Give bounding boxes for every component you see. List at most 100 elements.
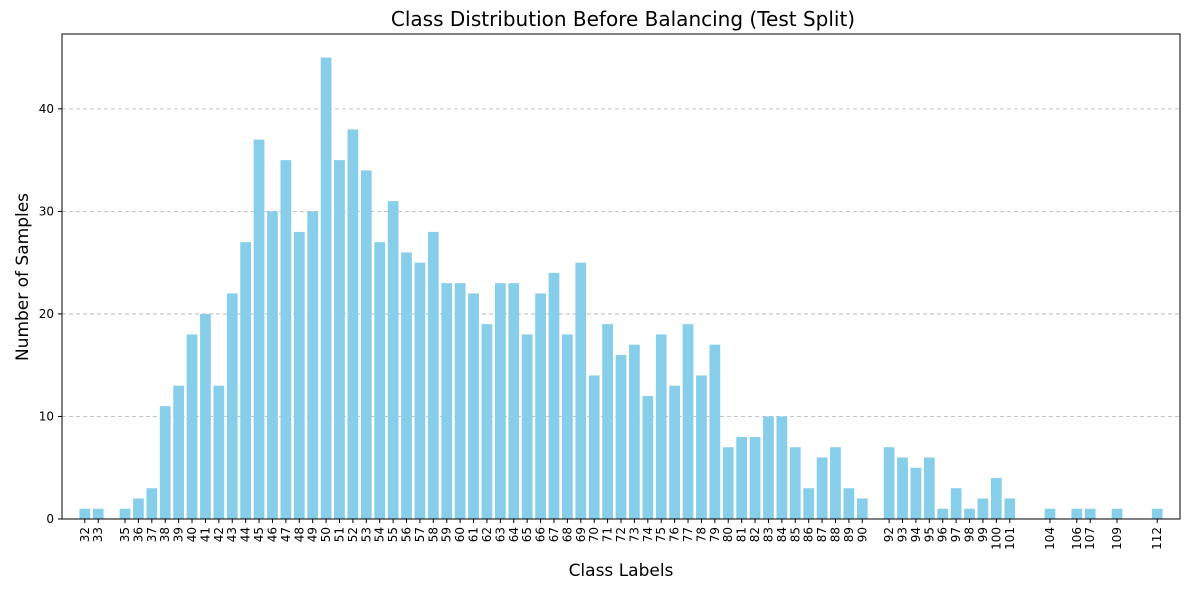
bar-40 <box>186 334 198 519</box>
bar-112 <box>1151 508 1163 519</box>
bar-93 <box>897 457 908 519</box>
bar-96 <box>937 508 949 519</box>
x-tick-label: 64 <box>507 527 521 542</box>
x-tick-label: 52 <box>346 527 360 542</box>
y-gridlines <box>62 108 1180 417</box>
x-tick-label: 43 <box>225 527 239 542</box>
x-tick-label: 35 <box>118 527 132 542</box>
x-tick-label: 36 <box>131 527 145 542</box>
bar-33 <box>92 508 104 519</box>
x-tick-label: 98 <box>963 527 977 542</box>
bar-66 <box>535 293 546 519</box>
bar-97 <box>950 488 962 519</box>
bar-85 <box>789 447 801 519</box>
bar-69 <box>575 262 587 519</box>
x-tick-label: 60 <box>453 527 467 542</box>
bar-71 <box>602 324 613 519</box>
x-tick-label: 84 <box>775 527 789 542</box>
x-tick-label: 79 <box>708 527 722 542</box>
x-tick-label: 61 <box>467 527 481 542</box>
bar-62 <box>481 324 493 519</box>
bar-76 <box>669 385 680 519</box>
bar-65 <box>521 334 533 519</box>
bar-73 <box>629 344 640 519</box>
bar-56 <box>401 252 412 519</box>
bar-83 <box>763 416 774 519</box>
x-tick-label: 68 <box>560 527 574 542</box>
x-tick-label: 51 <box>332 527 346 542</box>
x-tick-label: 70 <box>587 527 601 542</box>
x-tick-label: 48 <box>292 527 306 542</box>
x-tick-label: 89 <box>842 527 856 542</box>
x-tick-label: 104 <box>1043 527 1057 550</box>
bar-42 <box>213 385 225 519</box>
bar-99 <box>977 498 989 519</box>
x-tick-label: 59 <box>440 527 454 542</box>
x-tick-label: 87 <box>815 527 829 542</box>
y-tick-label: 0 <box>46 512 54 526</box>
bar-54 <box>374 242 386 520</box>
x-tick-label: 44 <box>239 527 253 542</box>
x-tick-label: 101 <box>1003 527 1017 550</box>
x-tick-label: 57 <box>413 527 427 542</box>
bar-48 <box>293 231 305 519</box>
bar-74 <box>642 395 654 519</box>
bar-104 <box>1044 508 1056 519</box>
x-tick-label: 55 <box>386 527 400 542</box>
x-tick-label: 71 <box>601 527 615 542</box>
bar-53 <box>360 170 372 519</box>
bar-37 <box>146 488 158 519</box>
bar-90 <box>856 498 868 519</box>
bar-81 <box>736 436 748 519</box>
x-tick-label: 56 <box>400 527 414 542</box>
bar-89 <box>843 488 855 519</box>
x-tick-label: 47 <box>279 527 293 542</box>
x-tick-label: 58 <box>426 527 440 542</box>
x-tick-label: 109 <box>1110 527 1124 550</box>
bar-67 <box>548 272 560 519</box>
bar-82 <box>749 436 761 519</box>
x-tick-label: 37 <box>145 527 159 542</box>
x-tick-label: 106 <box>1070 527 1084 550</box>
x-tick-label: 95 <box>922 527 936 542</box>
x-tick-label: 80 <box>721 527 735 542</box>
bar-107 <box>1084 508 1096 519</box>
bar-35 <box>119 508 131 519</box>
axes: 32 33 35 36 37 38 39 40 41 42 43 44 45 46 47 48 49 50 51 52… <box>39 33 1181 550</box>
x-tick-label: 77 <box>681 527 695 542</box>
x-tick-label: 74 <box>641 527 655 542</box>
x-tick-label: 50 <box>319 527 333 542</box>
x-tick-label: 96 <box>936 527 950 542</box>
bar-49 <box>307 211 319 519</box>
bar-51 <box>334 160 345 519</box>
bar-80 <box>722 447 734 519</box>
x-tick-label: 107 <box>1083 527 1097 550</box>
plot-frame <box>61 33 1181 520</box>
x-tick-label: 65 <box>520 527 534 542</box>
bar-41 <box>200 313 211 519</box>
x-tick-label: 72 <box>614 527 628 542</box>
bar-106 <box>1071 508 1083 519</box>
x-tick-label: 82 <box>748 527 762 542</box>
x-tick-label: 94 <box>909 527 923 542</box>
y-tick-label: 30 <box>39 204 54 218</box>
y-tick-label: 40 <box>39 102 54 116</box>
x-tick-label: 66 <box>534 527 548 542</box>
x-tick-label: 40 <box>185 527 199 542</box>
bar-50 <box>320 57 332 520</box>
x-tick-label: 90 <box>855 527 869 542</box>
x-tick-label: 69 <box>574 527 588 542</box>
x-tick-label: 88 <box>828 527 842 542</box>
x-tick-label: 46 <box>265 527 279 542</box>
x-tick-label: 112 <box>1150 527 1164 550</box>
bar-101 <box>1004 498 1016 519</box>
x-tick-label: 41 <box>198 527 212 542</box>
bar-77 <box>682 324 694 519</box>
bar-98 <box>964 508 975 519</box>
bars <box>79 57 1163 520</box>
x-tick-label: 54 <box>373 527 387 542</box>
x-tick-label: 99 <box>976 527 990 542</box>
bar-75 <box>655 334 667 519</box>
bar-68 <box>562 334 573 519</box>
bar-57 <box>414 262 426 519</box>
